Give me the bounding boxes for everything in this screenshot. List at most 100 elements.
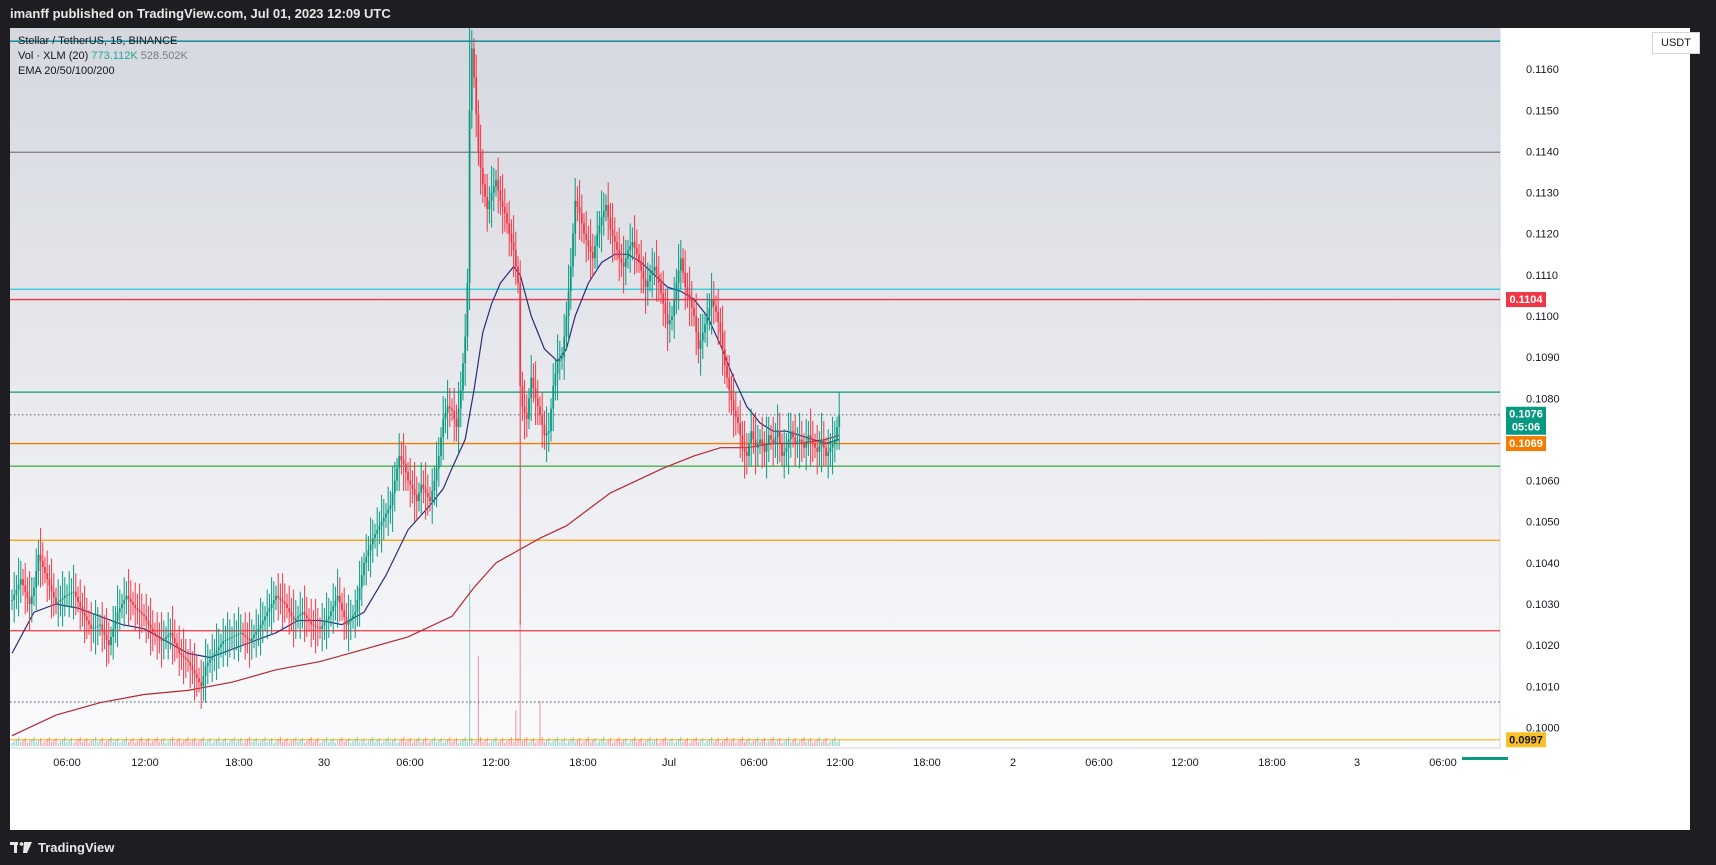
time-tick-label: 12:00 bbox=[131, 757, 159, 769]
volume-bar bbox=[205, 742, 207, 746]
volume-bar bbox=[552, 741, 554, 746]
candle-body bbox=[431, 490, 434, 502]
volume-bar bbox=[372, 737, 374, 746]
volume-bar bbox=[651, 742, 653, 746]
candle-body bbox=[649, 274, 651, 282]
volume-bar bbox=[222, 740, 224, 746]
currency-button[interactable]: USDT bbox=[1652, 32, 1700, 54]
candle-body bbox=[697, 332, 700, 349]
candle-body bbox=[644, 278, 647, 288]
volume-bar bbox=[563, 738, 565, 746]
candle-body bbox=[789, 431, 792, 440]
volume-bar bbox=[429, 741, 431, 746]
candle-body bbox=[446, 406, 449, 413]
volume-bar bbox=[308, 739, 310, 746]
candle-body bbox=[132, 601, 134, 606]
volume-bar bbox=[477, 656, 479, 746]
price-tick-label: 0.1100 bbox=[1526, 311, 1559, 323]
volume-bar bbox=[627, 743, 629, 746]
volume-bar bbox=[378, 738, 380, 746]
volume-bar bbox=[801, 739, 803, 746]
candle-body bbox=[239, 632, 242, 634]
volume-bar bbox=[733, 738, 735, 746]
candle-body bbox=[297, 616, 299, 619]
candle-body bbox=[704, 324, 706, 333]
candle-body bbox=[48, 579, 51, 586]
volume-bar bbox=[689, 743, 691, 746]
time-tick-label: 18:00 bbox=[569, 757, 597, 769]
volume-bar bbox=[279, 737, 281, 746]
price-tick-label: 0.1050 bbox=[1526, 517, 1560, 529]
volume-bar bbox=[746, 740, 748, 746]
volume-bar bbox=[629, 741, 631, 746]
volume-bar bbox=[524, 739, 526, 746]
candle-body bbox=[255, 631, 258, 635]
candle-body bbox=[129, 598, 132, 602]
time-tick-label: 18:00 bbox=[1258, 757, 1286, 769]
candle-body bbox=[455, 418, 458, 428]
volume-bar bbox=[385, 739, 387, 746]
volume-bar bbox=[788, 737, 790, 746]
candle-body bbox=[717, 311, 720, 323]
candle-body bbox=[737, 416, 739, 423]
candle-body bbox=[662, 293, 665, 304]
volume-bar bbox=[414, 741, 416, 746]
volume-bar bbox=[145, 740, 147, 746]
candle-body bbox=[68, 593, 71, 595]
volume-bar bbox=[64, 737, 66, 746]
volume-bar bbox=[370, 739, 372, 746]
candle-body bbox=[743, 447, 746, 452]
candle-body bbox=[492, 186, 495, 193]
candle-body bbox=[785, 447, 788, 452]
volume-bar bbox=[68, 740, 70, 746]
candle-body bbox=[244, 634, 247, 637]
candle-body bbox=[655, 266, 658, 275]
volume-bar bbox=[431, 739, 433, 746]
candle-body bbox=[699, 340, 702, 349]
candle-body bbox=[290, 612, 293, 617]
time-tick-label: 06:00 bbox=[1429, 757, 1457, 769]
candle-body bbox=[107, 640, 110, 646]
volume-bar bbox=[15, 739, 17, 746]
candle-body bbox=[569, 266, 572, 292]
volume-bar bbox=[249, 737, 251, 746]
candle-body bbox=[490, 192, 493, 201]
candle-body bbox=[598, 225, 601, 234]
volume-bar bbox=[398, 741, 400, 746]
candle-body bbox=[690, 299, 693, 308]
volume-bar bbox=[818, 737, 820, 746]
candle-body bbox=[396, 468, 398, 481]
tradingview-logo[interactable]: TradingView bbox=[10, 840, 114, 855]
candle-body bbox=[622, 262, 625, 267]
chart-frame[interactable]: 0.1160 0.1150 0.1140 0.1130 0.1120 0.1110 0.11… bbox=[10, 28, 1690, 830]
volume-bar bbox=[273, 743, 275, 746]
volume-bar bbox=[702, 738, 704, 746]
volume-bar bbox=[484, 740, 486, 746]
volume-bar bbox=[774, 742, 776, 746]
candle-body bbox=[213, 653, 216, 657]
candle-body bbox=[585, 233, 588, 240]
candle-body bbox=[596, 233, 599, 247]
price-chart[interactable]: 0.1160 0.1150 0.1140 0.1130 0.1120 0.1110 0.11… bbox=[10, 28, 1690, 830]
candle-body bbox=[28, 597, 31, 604]
volume-bar bbox=[647, 739, 649, 746]
candle-body bbox=[838, 414, 841, 428]
volume-bar bbox=[561, 740, 563, 746]
volume-bar bbox=[172, 737, 174, 746]
volume-bar bbox=[29, 741, 31, 746]
volume-bar bbox=[436, 742, 438, 746]
candle-body bbox=[605, 204, 607, 212]
candle-body bbox=[519, 283, 522, 386]
volume-bar bbox=[363, 738, 365, 746]
candle-body bbox=[303, 612, 306, 616]
candle-body bbox=[574, 200, 577, 234]
time-tick-label: 12:00 bbox=[1171, 757, 1199, 769]
candle-body bbox=[664, 303, 667, 314]
candle-body bbox=[180, 653, 183, 656]
candle-body bbox=[803, 443, 805, 448]
candle-body bbox=[682, 258, 684, 273]
candle-body bbox=[763, 445, 766, 452]
volume-bar bbox=[62, 739, 64, 746]
volume-bar bbox=[150, 743, 152, 746]
volume-bar bbox=[46, 739, 48, 746]
